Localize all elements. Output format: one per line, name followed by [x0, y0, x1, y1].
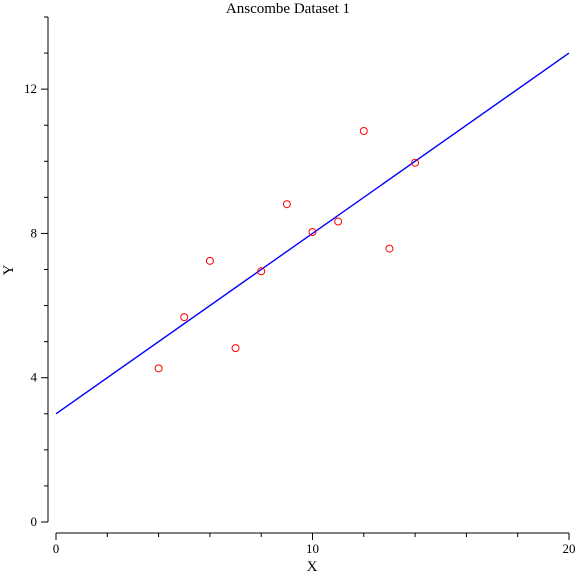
y-axis: 0 4 8 12 — [24, 16, 49, 529]
data-point — [154, 364, 163, 373]
y-tick-label: 8 — [31, 225, 38, 240]
y-axis-label: Y — [1, 264, 17, 275]
data-point — [231, 344, 240, 353]
data-point — [308, 227, 317, 236]
data-point — [180, 313, 189, 322]
y-tick-label: 12 — [24, 81, 37, 96]
x-tick-label: 0 — [53, 541, 60, 556]
data-point — [411, 158, 420, 167]
data-point — [359, 126, 368, 135]
data-point — [205, 256, 214, 265]
plot-area — [55, 52, 570, 415]
x-tick-label: 20 — [563, 541, 576, 556]
y-tick-label: 4 — [31, 370, 38, 385]
data-point — [257, 267, 266, 276]
x-axis-label: X — [307, 559, 318, 575]
regression-line — [55, 52, 570, 415]
x-axis: 0 10 20 — [53, 532, 576, 556]
data-point — [334, 217, 343, 226]
chart-title: Anscombe Dataset 1 — [226, 1, 350, 17]
data-point — [282, 200, 291, 209]
x-tick-label: 10 — [306, 541, 319, 556]
data-point — [385, 244, 394, 253]
y-tick-label: 0 — [31, 514, 38, 529]
